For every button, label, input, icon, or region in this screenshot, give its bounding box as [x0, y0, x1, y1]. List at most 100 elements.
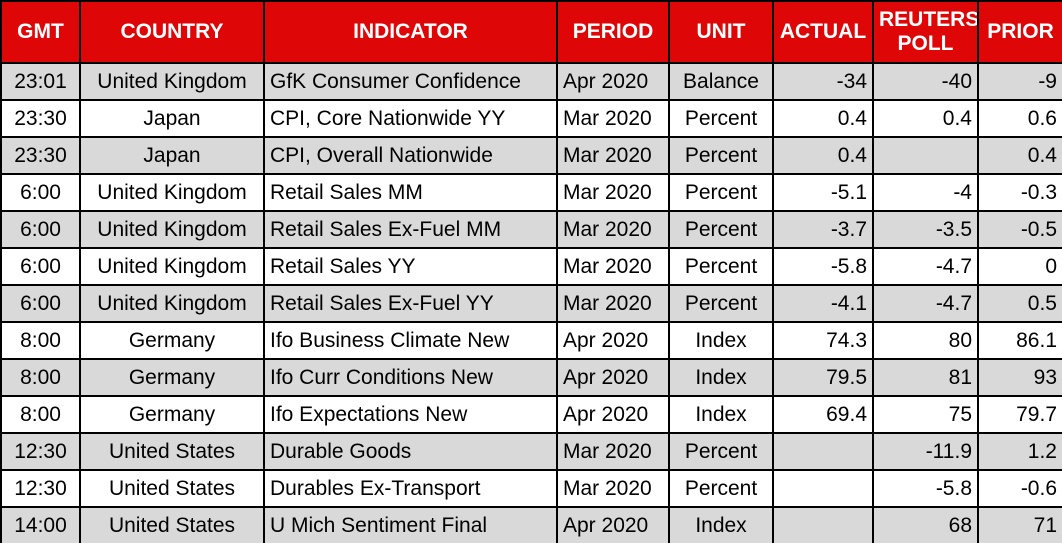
table-row: 12:30 United States Durables Ex-Transport M…	[0, 469, 1062, 508]
table-cell: 0.4	[872, 99, 979, 138]
table-cell: Percent	[668, 173, 774, 212]
table-cell: 0.6	[977, 99, 1062, 138]
table-cell: Percent	[668, 210, 774, 249]
table-cell: Retail Sales Ex-Fuel MM	[263, 210, 558, 249]
table-cell: United States	[79, 506, 265, 543]
table-cell: -0.5	[977, 210, 1062, 249]
table-cell: United Kingdom	[79, 62, 265, 101]
table-row: 23:30 Japan CPI, Overall Nationwide Mar 202…	[0, 136, 1062, 175]
table-cell: 71	[977, 506, 1062, 543]
col-header-prior: PRIOR	[977, 0, 1062, 64]
table-row: 23:01 United Kingdom GfK Consumer Confiden…	[0, 62, 1062, 101]
table-cell: Index	[668, 395, 774, 434]
table-cell: Balance	[668, 62, 774, 101]
table-cell: -4	[872, 173, 979, 212]
table-cell: Mar 2020	[556, 247, 670, 286]
col-header-gmt: GMT	[0, 0, 81, 64]
table-cell: -3.7	[772, 210, 874, 249]
table-cell: Retail Sales YY	[263, 247, 558, 286]
table-cell: -5.8	[872, 469, 979, 508]
table-cell: Mar 2020	[556, 432, 670, 471]
table-cell: 80	[872, 321, 979, 360]
table-row: 6:00 United Kingdom Retail Sales Ex-Fuel Y…	[0, 284, 1062, 323]
col-header-reuters-poll: REUTERS POLL	[872, 0, 979, 64]
table-cell: 86.1	[977, 321, 1062, 360]
table-cell: 6:00	[0, 173, 81, 212]
table-cell: Mar 2020	[556, 210, 670, 249]
table-cell: U Mich Sentiment Final	[263, 506, 558, 543]
col-header-indicator: INDICATOR	[263, 0, 558, 64]
table-cell: Percent	[668, 136, 774, 175]
table-cell: Percent	[668, 99, 774, 138]
table-cell: -0.3	[977, 173, 1062, 212]
table-row: 6:00 United Kingdom Retail Sales Ex-Fuel M…	[0, 210, 1062, 249]
table-row: 8:00 Germany Ifo Expectations New Apr 2020 I…	[0, 395, 1062, 434]
table-cell: Apr 2020	[556, 62, 670, 101]
table-cell: United Kingdom	[79, 247, 265, 286]
table-cell: Durable Goods	[263, 432, 558, 471]
table-cell: Ifo Business Climate New	[263, 321, 558, 360]
table-row: 6:00 United Kingdom Retail Sales MM Mar 202…	[0, 173, 1062, 212]
table-row: 8:00 Germany Ifo Curr Conditions New Apr 20…	[0, 358, 1062, 397]
table-cell: 23:01	[0, 62, 81, 101]
table-cell: Retail Sales MM	[263, 173, 558, 212]
table-row: 12:30 United States Durable Goods Mar 2020 P…	[0, 432, 1062, 471]
table-cell: Index	[668, 506, 774, 543]
table-cell: Ifo Expectations New	[263, 395, 558, 434]
table-cell: Mar 2020	[556, 173, 670, 212]
table-cell: 1.2	[977, 432, 1062, 471]
table-cell: -3.5	[872, 210, 979, 249]
table-cell: Durables Ex-Transport	[263, 469, 558, 508]
table-cell: Ifo Curr Conditions New	[263, 358, 558, 397]
table-cell: -11.9	[872, 432, 979, 471]
table-cell: United States	[79, 432, 265, 471]
table-cell: 12:30	[0, 469, 81, 508]
table-cell	[772, 506, 874, 543]
table-cell: Percent	[668, 284, 774, 323]
table-cell: 6:00	[0, 284, 81, 323]
table-cell	[872, 136, 979, 175]
table-cell: -40	[872, 62, 979, 101]
table-cell: 0.4	[977, 136, 1062, 175]
table-cell: GfK Consumer Confidence	[263, 62, 558, 101]
table-cell: CPI, Core Nationwide YY	[263, 99, 558, 138]
table-cell	[772, 469, 874, 508]
table-cell: -5.8	[772, 247, 874, 286]
table-cell: Mar 2020	[556, 136, 670, 175]
table-cell: 8:00	[0, 321, 81, 360]
table-cell: -9	[977, 62, 1062, 101]
table-cell: Apr 2020	[556, 395, 670, 434]
table-row: 8:00 Germany Ifo Business Climate New Apr 2…	[0, 321, 1062, 360]
table-cell: 79.5	[772, 358, 874, 397]
table-cell: -5.1	[772, 173, 874, 212]
table-cell: 79.7	[977, 395, 1062, 434]
table-cell: 81	[872, 358, 979, 397]
table-cell: 8:00	[0, 395, 81, 434]
table-cell: United States	[79, 469, 265, 508]
table-cell: 0.4	[772, 136, 874, 175]
table-cell: United Kingdom	[79, 210, 265, 249]
table-cell: 68	[872, 506, 979, 543]
table-cell: -34	[772, 62, 874, 101]
table-cell: Germany	[79, 395, 265, 434]
table-cell: 23:30	[0, 99, 81, 138]
table-cell: Retail Sales Ex-Fuel YY	[263, 284, 558, 323]
table-cell: 0.5	[977, 284, 1062, 323]
table-row: 23:30 Japan CPI, Core Nationwide YY Mar 202…	[0, 99, 1062, 138]
table-cell: Germany	[79, 321, 265, 360]
table-row: 6:00 United Kingdom Retail Sales YY Mar 202…	[0, 247, 1062, 286]
table-cell: 6:00	[0, 247, 81, 286]
col-header-country: COUNTRY	[79, 0, 265, 64]
table-cell: 74.3	[772, 321, 874, 360]
table-cell: -4.1	[772, 284, 874, 323]
table-cell: 14:00	[0, 506, 81, 543]
table-cell: Index	[668, 321, 774, 360]
table-cell: -4.7	[872, 247, 979, 286]
col-header-unit: UNIT	[668, 0, 774, 64]
table-cell: 69.4	[772, 395, 874, 434]
col-header-period: PERIOD	[556, 0, 670, 64]
table-cell: Japan	[79, 136, 265, 175]
table-cell: Percent	[668, 469, 774, 508]
table-row: 14:00 United States U Mich Sentiment Final…	[0, 506, 1062, 543]
